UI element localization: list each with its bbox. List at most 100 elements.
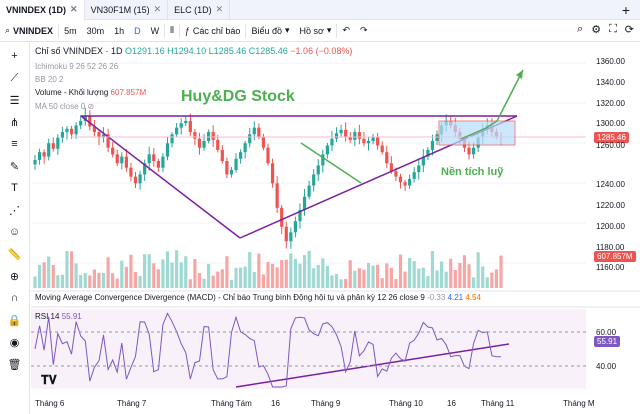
emoji-icon[interactable]: ☺	[8, 226, 21, 238]
eye-icon[interactable]: ◉	[9, 336, 20, 349]
candle-body	[69, 128, 74, 135]
candle-body	[385, 152, 389, 164]
rsi-legend[interactable]: RSI 14 55.91	[35, 312, 82, 321]
snapshot-icon[interactable]: ⟳	[624, 24, 634, 36]
interval-1h[interactable]: 1h	[114, 25, 125, 36]
volume-bar	[481, 266, 485, 288]
interval-d[interactable]: D	[134, 25, 141, 36]
close-icon[interactable]: ✕	[70, 4, 78, 14]
interval-30m[interactable]: 30m	[86, 25, 105, 36]
redo-button[interactable]: ↷	[355, 20, 373, 42]
candle-body	[293, 221, 298, 233]
search-icon[interactable]: ⌕	[577, 23, 584, 35]
volume-legend[interactable]: Volume - Khối lượng 607.857M	[35, 88, 146, 97]
price-chart[interactable]	[31, 43, 640, 414]
candle-body	[238, 152, 243, 159]
symbol-search[interactable]: ⌕ VNINDEX	[0, 20, 58, 42]
volume-bar	[380, 278, 384, 288]
candle-body	[389, 163, 393, 172]
magnet-icon[interactable]: ∩	[10, 292, 19, 304]
close-icon[interactable]: ✕	[215, 4, 224, 14]
ma-legend[interactable]: MA 50 close 0 ⊘	[35, 102, 94, 111]
time-tick: Tháng 6	[35, 399, 65, 408]
trash-icon[interactable]: 🗑	[7, 358, 22, 371]
ichimoku-legend[interactable]: Ichimoku 9 26 52 26 26	[35, 62, 119, 71]
fullscreen-icon[interactable]: ⛶	[609, 23, 617, 35]
candle-body	[312, 174, 316, 186]
accumulation-box	[438, 120, 516, 146]
volume-bar	[202, 278, 206, 288]
bb-legend[interactable]: BB 20 2	[35, 75, 64, 84]
candle-body	[353, 132, 357, 140]
candle-body	[188, 120, 192, 133]
measure-icon[interactable]: 📏	[7, 248, 22, 261]
candle-body	[175, 127, 179, 135]
macd-legend[interactable]: Moving Average Convergence Divergence (M…	[35, 293, 481, 302]
undo-button[interactable]: ↶	[337, 20, 355, 42]
price-tick: 1360.00	[596, 57, 625, 66]
zoom-icon[interactable]: ⊕	[9, 270, 20, 283]
candle-body	[325, 145, 329, 155]
fib-icon[interactable]: ≡	[11, 138, 18, 150]
arrow-head-icon	[516, 70, 523, 79]
volume-bar	[485, 277, 489, 288]
volume-bar	[42, 262, 46, 288]
candle-body	[284, 226, 288, 242]
price-tick: 1160.00	[596, 263, 625, 272]
horizontal-lines-icon[interactable]: ☰	[9, 94, 20, 107]
volume-bar	[266, 261, 270, 288]
volume-bar	[412, 261, 416, 288]
crosshair-icon[interactable]: +	[11, 50, 18, 62]
interval-w[interactable]: W	[150, 25, 160, 36]
interval-5m[interactable]: 5m	[64, 25, 77, 36]
settings-icon[interactable]: ⚙	[591, 24, 602, 36]
candle-body	[280, 207, 284, 227]
close-icon[interactable]: ✕	[153, 4, 162, 14]
trendline-icon[interactable]: ⟋	[10, 71, 19, 84]
price-tick: 1300.00	[596, 119, 625, 128]
volume-bar	[449, 258, 453, 288]
chart-area[interactable]: Chỉ số VNINDEX · 1D O1291.16 H1294.10 L1…	[31, 43, 640, 414]
annotation-title: Huy&DG Stock	[181, 88, 295, 105]
candle-body	[248, 134, 252, 144]
tab-vnindex[interactable]: VNINDEX (1D) ✕	[0, 0, 85, 20]
volume-bar	[334, 273, 339, 288]
volume-bar	[325, 265, 329, 288]
eye-off-icon[interactable]: ⊘	[87, 102, 95, 111]
lock-icon[interactable]: 🔒	[7, 314, 22, 327]
volume-bar	[490, 272, 494, 288]
candle-body	[426, 149, 430, 157]
indicators-button[interactable]: ƒ Các chỉ báo	[180, 20, 246, 42]
volume-bar	[106, 257, 110, 288]
candle-body	[197, 138, 202, 148]
chart-type-button[interactable]: Biểu đồ ▾	[246, 20, 294, 42]
candle-body	[106, 134, 110, 148]
volume-bar	[430, 251, 435, 288]
price-tick: 1180.00	[596, 243, 625, 252]
symbol-legend: Chỉ số VNINDEX · 1D O1291.16 H1294.10 L1…	[35, 46, 352, 56]
volume-bar	[398, 254, 403, 288]
candle-body	[321, 154, 325, 166]
tab-elc[interactable]: ELC (1D) ✕	[168, 0, 231, 20]
candle-body	[289, 232, 293, 242]
candle-body	[266, 147, 270, 164]
text-icon[interactable]: T	[11, 182, 18, 194]
add-tab-icon[interactable]: +	[621, 2, 630, 18]
volume-bar	[293, 258, 298, 288]
candle-body	[56, 137, 60, 149]
candle-type-button[interactable]: ⫴	[165, 20, 179, 42]
candle-body	[129, 167, 133, 177]
price-tick: 1200.00	[596, 222, 625, 231]
candle-body	[202, 141, 206, 148]
candle-body	[261, 136, 266, 148]
brush-icon[interactable]: ✎	[9, 160, 20, 173]
chart-toolbar: ⌕ VNINDEX 5m 30m 1h D W ⫴ ƒ Các chỉ báo Bi…	[0, 20, 640, 42]
pattern-icon[interactable]: ⋰	[9, 204, 20, 217]
pitchfork-icon[interactable]: ⋔	[9, 116, 20, 129]
volume-bar	[426, 275, 430, 288]
volume-bar	[344, 278, 348, 288]
profile-button[interactable]: Hồ sơ ▾	[295, 20, 337, 42]
time-tick: Tháng M	[563, 399, 595, 408]
indicators-label: Các chỉ báo	[192, 25, 241, 36]
tab-vn30f1m[interactable]: VN30F1M (15) ✕	[85, 0, 169, 20]
